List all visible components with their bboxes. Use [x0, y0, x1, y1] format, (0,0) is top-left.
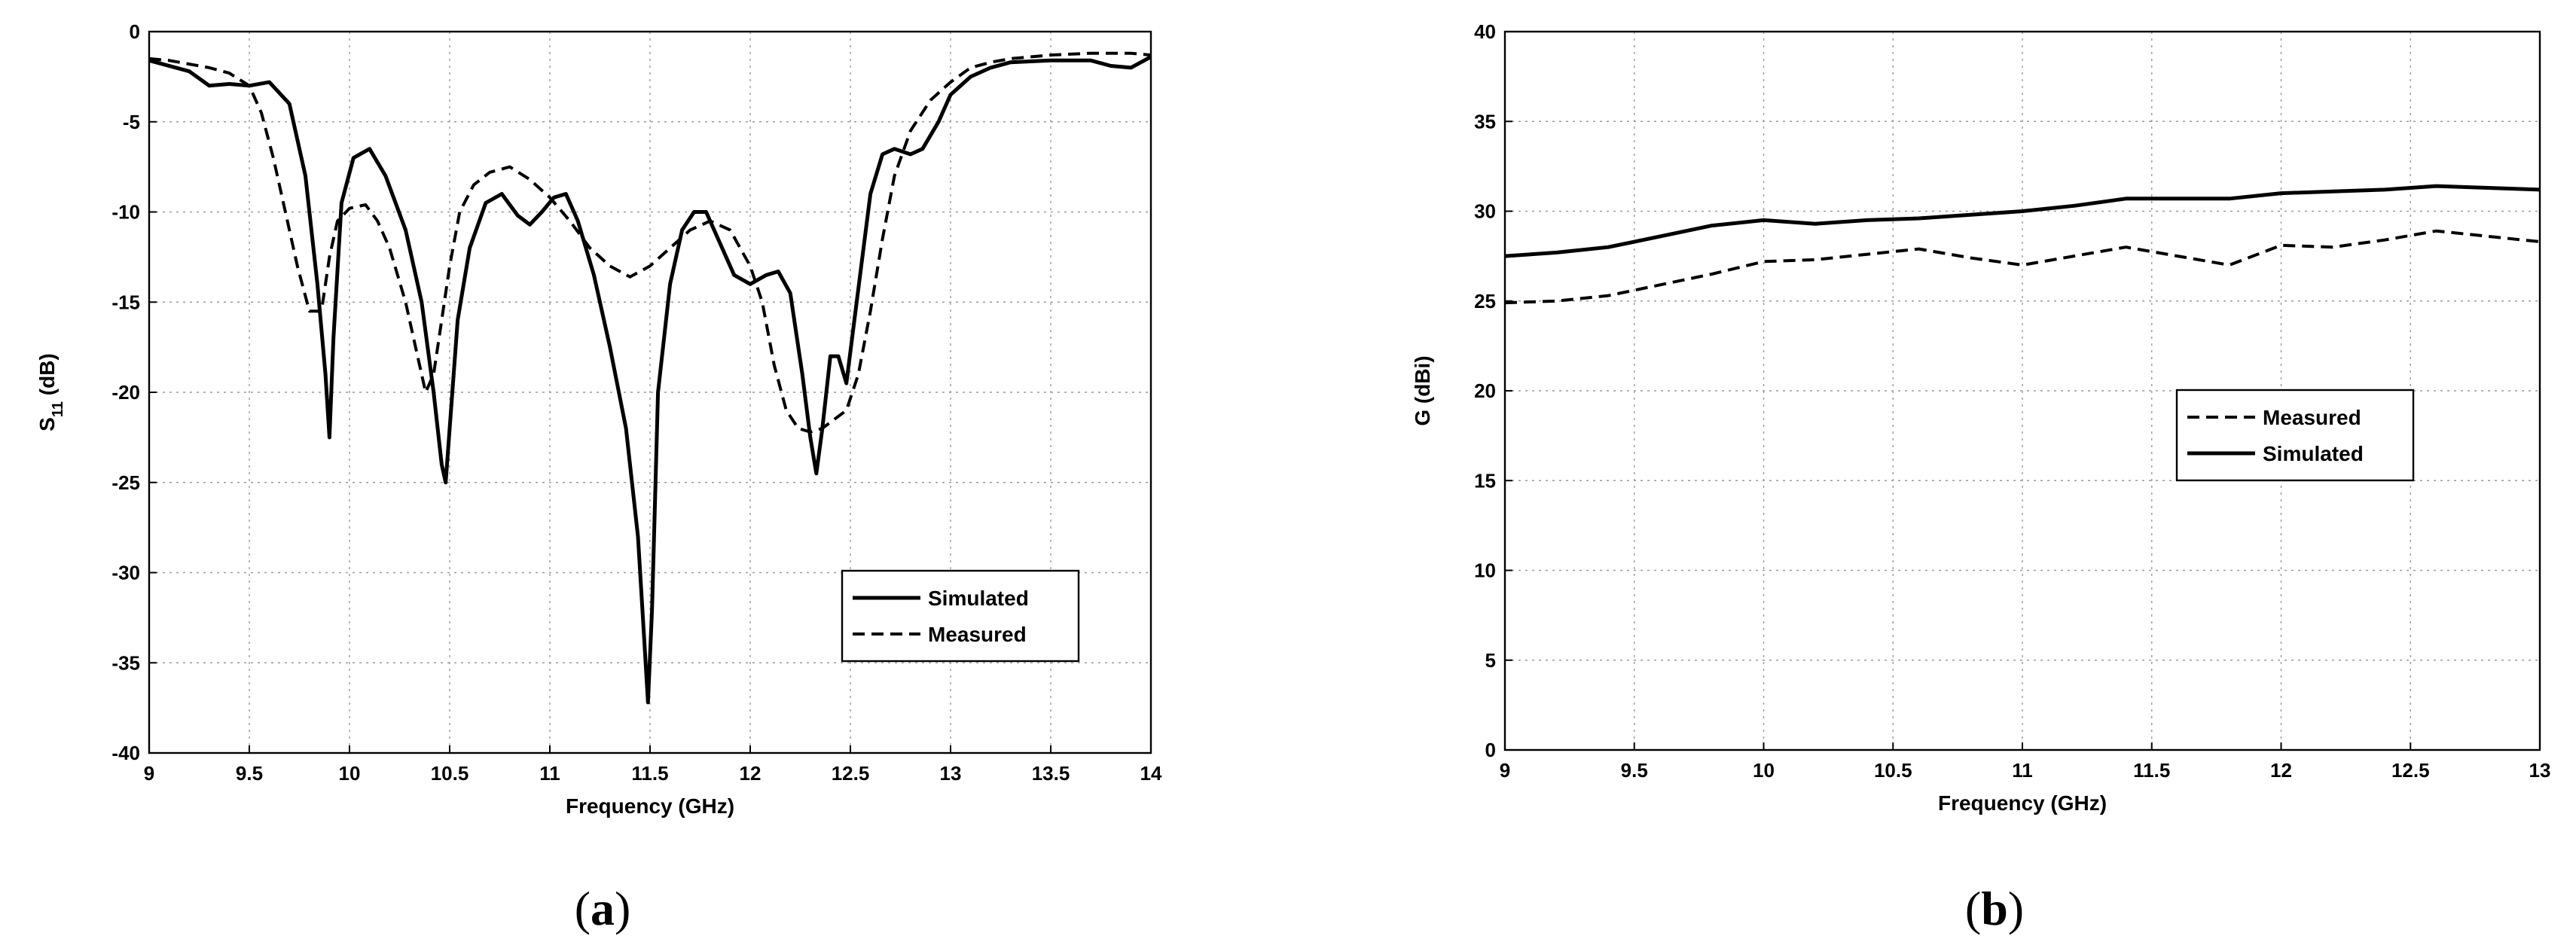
y-tick-label: -35: [111, 651, 140, 674]
plot-frame: [148, 30, 1152, 754]
x-axis-label: Frequency (GHz): [1938, 791, 2107, 815]
x-tick-label: 11.5: [631, 762, 668, 785]
y-axis-label: G (dBi): [1411, 355, 1434, 425]
panel-caption: (b): [1965, 882, 2024, 935]
y-tick-label: -40: [111, 742, 140, 764]
y-tick-label: -20: [111, 381, 140, 404]
x-tick-label: 13.5: [1032, 762, 1070, 785]
x-tick-label: 13: [940, 762, 962, 785]
x-tick-label: 13: [2529, 759, 2551, 782]
chart-b: 9 9.5 10 10.5 11 11.5 12 12.5 13 0 5 10 15 20 25 30 35 40…: [1411, 20, 2550, 935]
x-tick-label: 12.5: [2391, 759, 2430, 782]
y-tick-label: 30: [1474, 200, 1496, 223]
x-tick-label: 11: [2012, 759, 2033, 782]
legend: Simulated Measured: [841, 569, 1080, 663]
x-tick-label: 9.5: [236, 762, 263, 785]
x-axis-label: Frequency (GHz): [566, 794, 734, 818]
x-tick-label: 10: [1753, 759, 1775, 782]
y-axis-label: S11 (dB): [35, 353, 66, 431]
x-tick-label: 9: [1500, 759, 1510, 782]
legend-box: [841, 569, 1080, 663]
x-tick-label: 10.5: [431, 762, 469, 785]
y-tick-label: 0: [130, 20, 140, 43]
legend-label-simulated: Simulated: [928, 587, 1029, 610]
y-tick-label: -5: [123, 111, 140, 133]
series-line-measured: [148, 51, 1152, 434]
y-tick-label: 25: [1474, 290, 1496, 312]
legend-box: [2175, 389, 2415, 482]
x-tick-label: 14: [1140, 762, 1162, 785]
legend-label-measured: Measured: [928, 623, 1027, 646]
series-line-measured: [1504, 229, 2541, 305]
x-tick-label: 12.5: [832, 762, 870, 785]
y-tick-label: 20: [1474, 379, 1496, 402]
panel-caption: (a): [575, 882, 631, 935]
x-tick-label: 9: [144, 762, 154, 785]
y-tick-label: 5: [1485, 649, 1496, 672]
chart-a: 9 9.5 10 10.5 11 11.5 12 12.5 13 13.5 14 0 -5 -10 -15 -…: [35, 20, 1162, 935]
y-tick-label: 10: [1474, 559, 1496, 582]
y-tick-label: -30: [111, 562, 140, 584]
y-tick-label: -15: [111, 291, 140, 313]
legend: Measured Simulated: [2175, 389, 2415, 482]
y-tick-label: 0: [1485, 739, 1496, 761]
y-tick-label: -25: [111, 471, 140, 494]
x-tick-label: 12: [740, 762, 762, 785]
x-tick-label: 10.5: [1874, 759, 1912, 782]
y-tick-label: 35: [1474, 110, 1496, 133]
y-tick-label: 15: [1474, 469, 1496, 492]
x-tick-label: 11: [539, 762, 560, 785]
plot-frame: [1503, 30, 2541, 751]
y-tick-label: 40: [1474, 20, 1496, 43]
x-tick-label: 12: [2270, 759, 2292, 782]
legend-label-measured: Measured: [2263, 406, 2361, 429]
y-tick-label: -10: [111, 201, 140, 224]
x-tick-label: 11.5: [2133, 759, 2170, 782]
x-tick-label: 10: [339, 762, 361, 785]
legend-label-simulated: Simulated: [2263, 442, 2364, 465]
series-line-simulated: [148, 55, 1152, 705]
series-line-simulated: [1504, 184, 2541, 258]
x-tick-label: 9.5: [1621, 759, 1648, 782]
